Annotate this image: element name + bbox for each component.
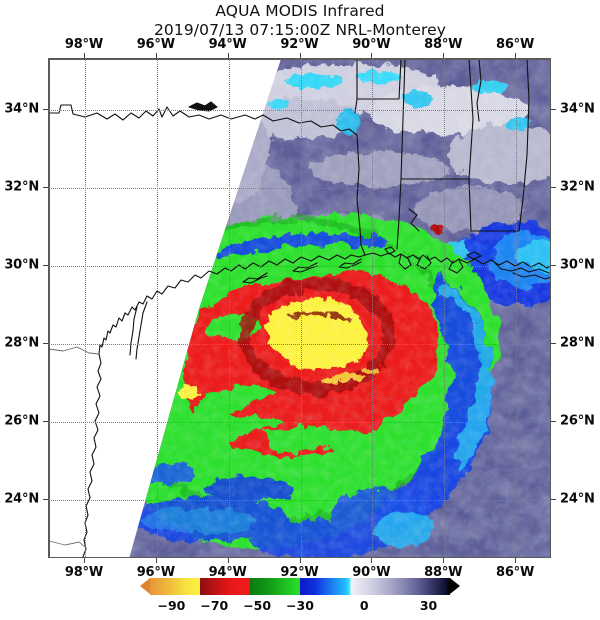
axis-tick-lon [83, 53, 85, 58]
colorbar-section: −90 −70 −50 −30 0 30 [0, 578, 600, 620]
colorbar-label: −30 [286, 598, 314, 613]
title-line-1: AQUA MODIS Infrared [215, 2, 385, 20]
axis-label-lat-left: 28°N [4, 335, 39, 351]
axis-label-lat-left: 30°N [4, 257, 39, 273]
axis-label-lat-right: 32°N [560, 179, 595, 195]
satellite-imagery [49, 59, 550, 557]
axis-label-lat-right: 30°N [560, 257, 595, 273]
axis-tick-lon [515, 558, 517, 563]
axis-tick-lat [551, 108, 556, 110]
axis-tick-lat [43, 108, 48, 110]
axis-tick-lat [43, 343, 48, 345]
axis-tick-lat [551, 186, 556, 188]
axis-tick-lat [551, 421, 556, 423]
axis-tick-lon [371, 53, 373, 58]
axis-tick-lon [227, 53, 229, 58]
axis-tick-lon [227, 558, 229, 563]
axis-tick-lon [299, 558, 301, 563]
map-plot-area[interactable] [48, 58, 551, 558]
axis-label-lat-left: 26°N [4, 413, 39, 429]
axis-label-lon-top: 98°W [64, 37, 103, 52]
colorbar-label: −90 [157, 598, 186, 613]
map-canvas [49, 59, 550, 557]
axis-label-lon-top: 90°W [352, 37, 391, 52]
axis-label-lat-left: 32°N [4, 179, 39, 195]
axis-label-lat-right: 34°N [560, 101, 595, 117]
colorbar-label: 0 [359, 598, 369, 613]
axis-label-lon-top: 86°W [495, 37, 535, 52]
axis-tick-lon [299, 53, 301, 58]
colorbar-label: −70 [200, 598, 229, 613]
colorbar-label: 30 [419, 598, 438, 613]
axis-tick-lon [515, 53, 517, 58]
colorbar-extend-low-icon [140, 578, 150, 594]
axis-label-lon-bottom: 88°W [424, 565, 463, 580]
axis-tick-lat [43, 421, 48, 423]
title-line-2: 2019/07/13 07:15:00Z NRL-Monterey [153, 21, 447, 39]
axis-tick-lon [443, 53, 445, 58]
axis-label-lat-right: 28°N [560, 335, 595, 351]
axis-tick-lat [551, 343, 556, 345]
coastline-overlay [49, 59, 550, 557]
axis-tick-lat [551, 499, 556, 501]
axis-tick-lat [551, 265, 556, 267]
colorbar-label: −50 [243, 598, 272, 613]
axis-tick-lat [43, 499, 48, 501]
axis-tick-lon [83, 558, 85, 563]
axis-label-lat-right: 24°N [560, 491, 595, 507]
axis-label-lon-bottom: 86°W [495, 565, 535, 580]
figure-title: AQUA MODIS Infrared 2019/07/13 07:15:00Z… [0, 2, 600, 40]
axis-label-lon-bottom: 96°W [136, 565, 175, 580]
colorbar-extend-high-icon [450, 578, 460, 594]
axis-tick-lat [43, 265, 48, 267]
axis-label-lat-left: 24°N [4, 491, 39, 507]
axis-label-lon-bottom: 98°W [64, 565, 103, 580]
axis-label-lon-bottom: 92°W [280, 565, 319, 580]
axis-label-lon-bottom: 90°W [352, 565, 391, 580]
colorbar[interactable] [140, 578, 460, 595]
axis-tick-lon [371, 558, 373, 563]
axis-tick-lon [155, 558, 157, 563]
axis-label-lon-top: 88°W [424, 37, 463, 52]
axis-label-lat-left: 34°N [4, 101, 39, 117]
axis-label-lon-top: 92°W [280, 37, 319, 52]
colorbar-gradient [150, 578, 450, 595]
axis-tick-lon [155, 53, 157, 58]
axis-tick-lon [443, 558, 445, 563]
axis-label-lat-right: 26°N [560, 413, 595, 429]
axis-tick-lat [43, 186, 48, 188]
axis-label-lon-bottom: 94°W [208, 565, 247, 580]
axis-label-lon-top: 96°W [136, 37, 175, 52]
axis-label-lon-top: 94°W [208, 37, 247, 52]
